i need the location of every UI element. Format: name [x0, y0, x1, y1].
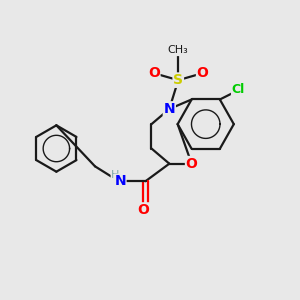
Text: H: H: [111, 170, 119, 180]
Text: N: N: [115, 174, 126, 188]
Text: O: O: [148, 66, 160, 80]
Text: N: N: [164, 102, 175, 116]
Text: O: O: [186, 157, 197, 171]
Text: Cl: Cl: [232, 83, 245, 96]
Text: O: O: [197, 66, 208, 80]
Text: S: S: [173, 73, 183, 87]
Text: CH₃: CH₃: [168, 45, 189, 56]
Text: O: O: [137, 203, 149, 217]
